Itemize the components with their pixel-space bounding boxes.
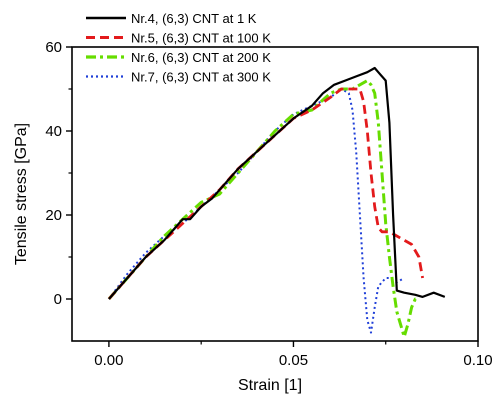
legend: Nr.4, (6,3) CNT at 1 K Nr.5, (6,3) CNT at… bbox=[86, 11, 271, 85]
y-axis-title: Tensile stress [GPa] bbox=[13, 123, 30, 265]
legend-label: Nr.6, (6,3) CNT at 200 K bbox=[131, 50, 271, 65]
y-tick-label: 60 bbox=[45, 39, 62, 56]
series-line-4 bbox=[108, 88, 405, 334]
series-line-1 bbox=[108, 66, 446, 300]
x-tick-label: 0.00 bbox=[94, 352, 123, 369]
plot-frame bbox=[71, 46, 479, 342]
x-axis-title: Strain [1] bbox=[238, 377, 302, 394]
plot-lines bbox=[107, 66, 446, 339]
x-tick-label: 0.05 bbox=[279, 352, 308, 369]
x-tick-label: 0.10 bbox=[463, 352, 492, 369]
series-line-2 bbox=[107, 87, 424, 300]
y-tick-label: 40 bbox=[45, 123, 62, 140]
legend-label: Nr.5, (6,3) CNT at 100 K bbox=[131, 31, 271, 46]
legend-label: Nr.4, (6,3) CNT at 1 K bbox=[131, 11, 257, 26]
axis-ticks: 0.00 0.05 0.10 0 20 40 60 bbox=[45, 39, 492, 369]
series-line-3 bbox=[107, 79, 419, 339]
y-tick-label: 0 bbox=[54, 291, 62, 308]
y-tick-label: 20 bbox=[45, 207, 62, 224]
legend-label: Nr.7, (6,3) CNT at 300 K bbox=[131, 70, 271, 85]
